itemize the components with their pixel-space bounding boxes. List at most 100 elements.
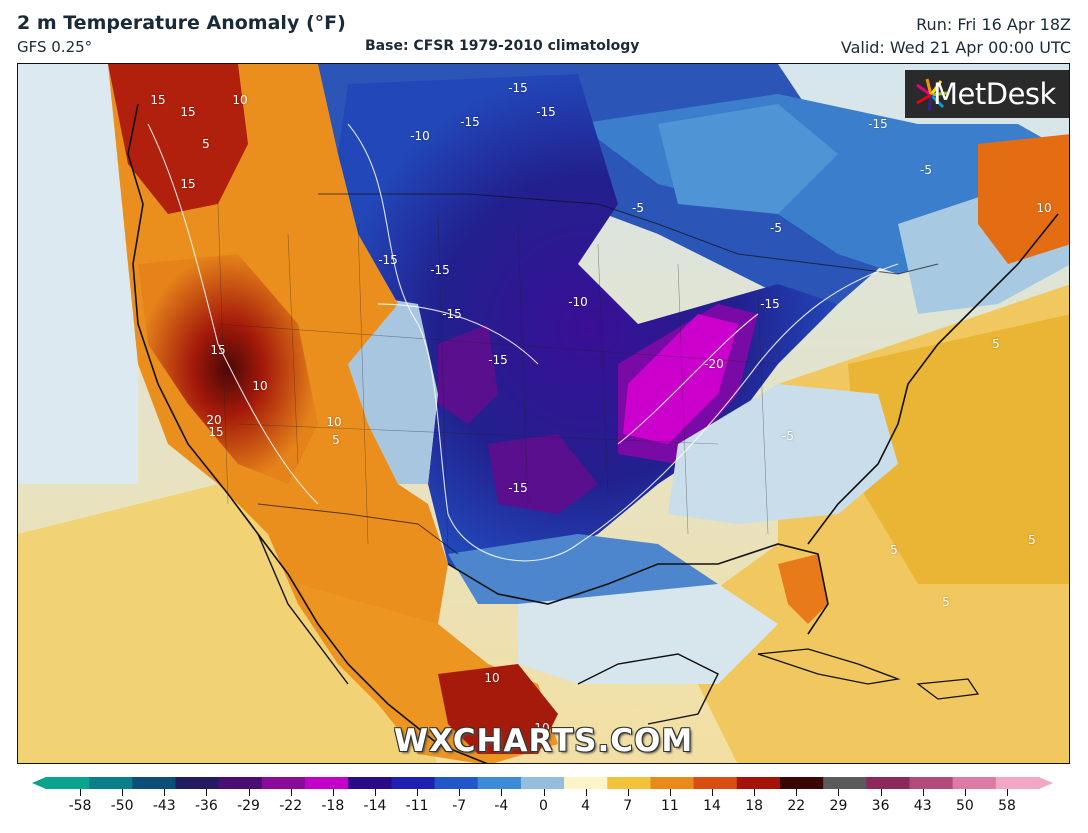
cuba-coastline xyxy=(757,648,901,685)
colorbar-tick-mark xyxy=(501,789,503,796)
contour-label: -15 xyxy=(508,81,528,95)
colorbar-segment xyxy=(952,777,997,789)
map-canvas xyxy=(18,64,1069,763)
colorbar-tick-mark xyxy=(332,789,334,796)
colorbar-tick-mark xyxy=(290,789,292,796)
colorbar-tick-label: 0 xyxy=(539,798,548,814)
colorbar-tick-mark xyxy=(754,789,756,796)
contour-label: -5 xyxy=(920,163,932,177)
colorbar-tick-label: -14 xyxy=(363,798,387,814)
metdesk-logo: MetDesk xyxy=(887,70,1065,118)
colorbar-tick-label: -7 xyxy=(452,798,467,814)
colorbar-tick-label: -11 xyxy=(405,798,429,814)
colorbar-segment xyxy=(175,777,220,789)
contour-label: 5 xyxy=(1028,533,1036,547)
contour-label: 15 xyxy=(208,425,224,439)
colorbar-segment xyxy=(736,777,781,789)
plains-purple-anomaly xyxy=(438,324,498,424)
colorbar-segment xyxy=(261,777,306,789)
colorbar-segment xyxy=(46,777,90,789)
contour-label: -5 xyxy=(770,221,782,235)
model-label: GFS 0.25° xyxy=(17,38,93,56)
valid-time: Valid: Wed 21 Apr 00:00 UTC xyxy=(840,38,1071,57)
contour-label: 5 xyxy=(942,595,950,609)
colorbar-right-arrow xyxy=(1039,777,1053,789)
colorbar-tick-mark xyxy=(922,789,924,796)
colorbar-tick-label: 36 xyxy=(871,798,890,814)
colorbar-tick-label: -43 xyxy=(152,798,176,814)
colorbar-tick-mark xyxy=(459,789,461,796)
contour-label: -5 xyxy=(632,201,644,215)
florida-warm-area xyxy=(778,554,828,624)
contour-label: 5 xyxy=(202,137,210,151)
contour-label: 10 xyxy=(484,671,500,685)
colorbar-segment xyxy=(218,777,263,789)
baja-coastline xyxy=(257,533,349,685)
rockies-pale-area xyxy=(348,294,438,484)
colorbar-segment xyxy=(520,777,565,789)
contour-label: 15 xyxy=(180,177,196,191)
colorbar-tick-label: 29 xyxy=(829,798,848,814)
anomaly-map: 15 15 10 5 15 15 10 20 15 10 5 -15 -15 -15 -10 -5 -5 -15-… xyxy=(17,63,1070,764)
gulf-coast-blue xyxy=(448,534,718,604)
colorbar-segment xyxy=(779,777,824,789)
hudson-bay-area xyxy=(658,104,838,214)
colorbar-tick-mark xyxy=(417,789,419,796)
colorbar-segment xyxy=(89,777,133,789)
colorbar-segments xyxy=(46,777,1040,789)
colorbar-tick-label: 22 xyxy=(787,798,806,814)
contour-label: -15 xyxy=(508,481,528,495)
contour-label: -15 xyxy=(760,297,780,311)
contour-label: 10 xyxy=(534,721,550,735)
colorbar-tick-label: 18 xyxy=(745,798,764,814)
cold-core-magenta xyxy=(623,314,738,444)
contour-label: 15 xyxy=(150,93,166,107)
colorbar-tick-mark xyxy=(206,789,208,796)
colorbar xyxy=(32,777,1053,789)
colorbar-tick-mark xyxy=(964,789,966,796)
colorbar-tick-mark xyxy=(164,789,166,796)
colorbar-tick-label: -4 xyxy=(494,798,509,814)
pacific-northwest-heat xyxy=(108,64,248,214)
contour-label: -15 xyxy=(460,115,480,129)
colorbar-segment xyxy=(305,777,349,789)
contour-label: 15 xyxy=(210,343,226,357)
colorbar-tick-mark xyxy=(374,789,376,796)
central-cold-anomaly xyxy=(338,74,838,584)
colorbar-segment xyxy=(909,777,954,789)
colorbar-segment xyxy=(132,777,177,789)
contour-label: -15 xyxy=(430,263,450,277)
colorbar-tick-label: -36 xyxy=(194,798,218,814)
colorbar-tick-label: 50 xyxy=(955,798,974,814)
gulf-coastline xyxy=(447,543,829,635)
chart-title: 2 m Temperature Anomaly (°F) xyxy=(17,12,346,34)
contour-label: -15 xyxy=(378,253,398,267)
contour-label: 10 xyxy=(326,415,342,429)
contour-label: -15 xyxy=(536,105,556,119)
metdesk-logo-mark xyxy=(905,70,1069,118)
contour-label: -15 xyxy=(868,117,888,131)
colorbar-tick-label: 11 xyxy=(660,798,679,814)
colorbar-segment xyxy=(564,777,608,789)
metdesk-logo-text: MetDesk xyxy=(933,77,1056,111)
contour-label: -15 xyxy=(442,307,462,321)
colorbar-tick-mark xyxy=(80,789,81,796)
texas-purple-anomaly xyxy=(488,434,598,514)
colorbar-segment xyxy=(348,777,392,789)
gulf-pale xyxy=(518,584,778,684)
colorbar-tick-label: -58 xyxy=(68,798,92,814)
colorbar-tick-mark xyxy=(543,789,545,796)
southeast-pale-area xyxy=(668,384,898,524)
colorbar-tick-mark xyxy=(669,789,671,796)
east-coastline xyxy=(807,213,1059,545)
colorbar-segment xyxy=(607,777,651,789)
colorbar-tick-mark xyxy=(627,789,629,796)
colorbar-tick-label: -18 xyxy=(321,798,345,814)
colorbar-tick-label: 14 xyxy=(703,798,721,814)
pacific-warm-area xyxy=(18,484,438,763)
mexico-heat-core xyxy=(438,664,558,754)
colorbar-tick-label: 4 xyxy=(581,798,591,814)
colorbar-tick-mark xyxy=(880,789,882,796)
colorbar-tick-label: 7 xyxy=(623,798,633,814)
yucatan-coastline xyxy=(577,653,719,725)
